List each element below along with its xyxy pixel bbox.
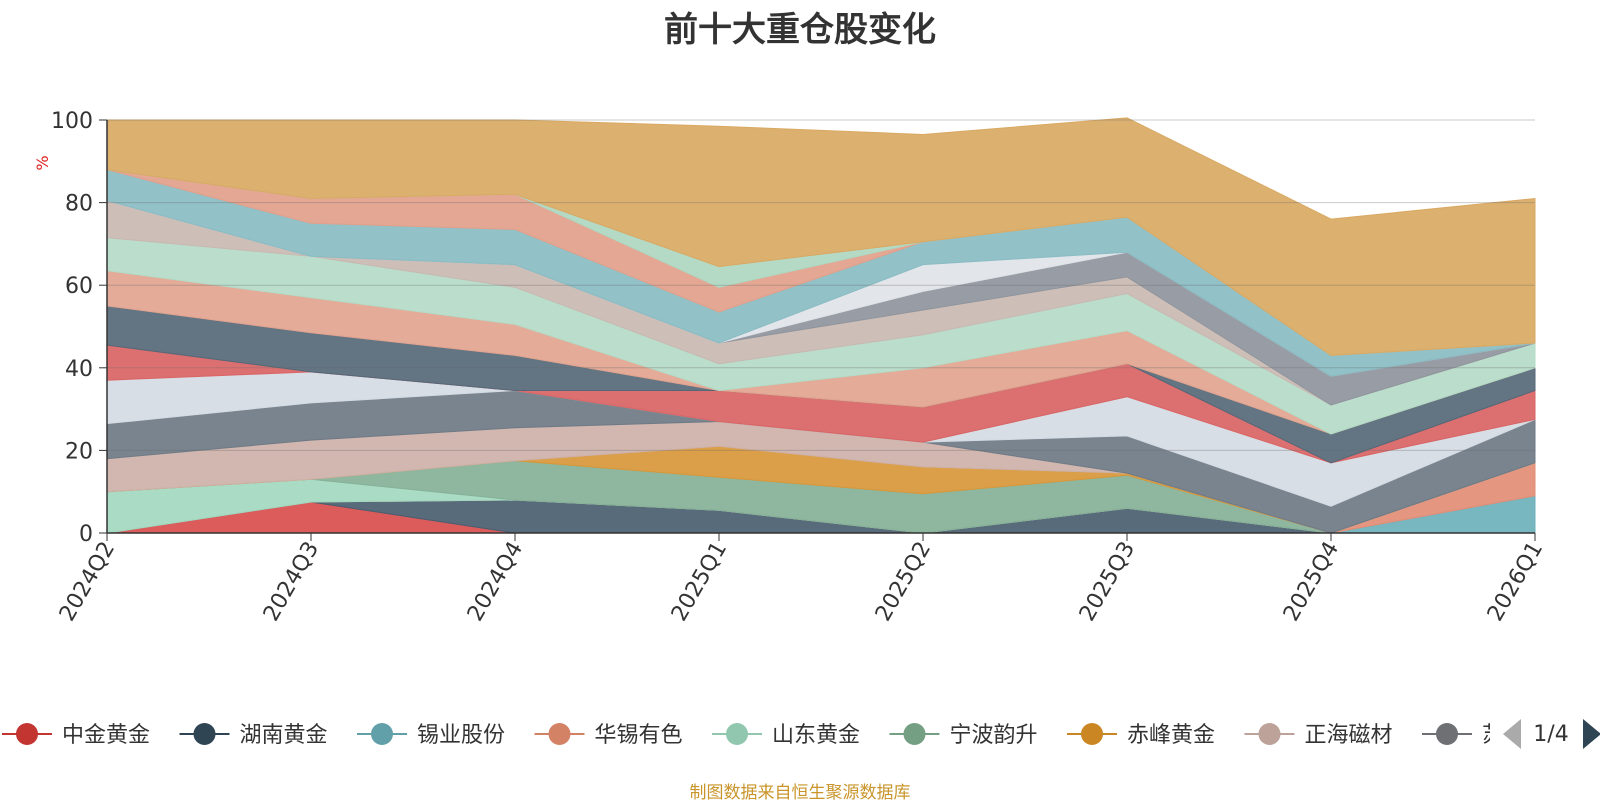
y-tick-label: 40 [65, 357, 93, 382]
chart-title: 前十大重仓股变化 [664, 10, 936, 50]
legend-item[interactable]: 中金黄金 [2, 723, 150, 748]
y-tick-label: 100 [51, 109, 93, 134]
legend-items: 中金黄金 湖南黄金 锡业股份 华锡有色 山东黄金 宁波韵升 赤峰黄金 正海磁材 苏 [2, 723, 1504, 748]
legend-item[interactable]: 宁波韵升 [889, 723, 1038, 748]
legend-item[interactable]: 锡业股份 [357, 723, 505, 748]
triangle-left-icon[interactable] [1503, 719, 1521, 749]
y-tick-label: 60 [65, 274, 93, 299]
legend-item[interactable]: 湖南黄金 [179, 723, 328, 748]
legend-label: 湖南黄金 [240, 723, 328, 748]
legend-label: 正海磁材 [1305, 723, 1393, 748]
x-tick-label: 2025Q2 [871, 538, 936, 626]
legend-circle-marker [1436, 723, 1458, 745]
area-layer [106, 117, 1536, 534]
legend-circle-marker [193, 723, 216, 745]
legend-circle-marker [903, 723, 926, 745]
legend-item[interactable]: 正海磁材 [1244, 723, 1393, 748]
x-tick-label: 2025Q4 [1279, 538, 1344, 626]
triangle-right-icon[interactable] [1583, 719, 1600, 749]
y-tick-label: 80 [65, 192, 93, 217]
legend-label: 苏 [1482, 723, 1504, 748]
legend-item[interactable]: 苏 [1422, 723, 1504, 748]
legend-circle-marker [1258, 723, 1281, 745]
x-tick-label: 2025Q3 [1075, 538, 1140, 626]
legend-pager: 1/4 [1503, 719, 1600, 749]
legend-circle-marker [726, 723, 748, 745]
legend-label: 宁波韵升 [950, 723, 1038, 748]
legend-circle-marker [548, 723, 571, 745]
x-tick-label: 2024Q3 [259, 538, 324, 626]
legend-item[interactable]: 赤峰黄金 [1067, 723, 1215, 748]
legend-circle-marker [16, 723, 38, 745]
legend-label: 锡业股份 [417, 723, 505, 748]
legend-item[interactable]: 山东黄金 [712, 723, 860, 748]
legend-label: 山东黄金 [772, 723, 860, 748]
legend-label: 中金黄金 [62, 723, 150, 748]
y-tick-label: 0 [79, 522, 93, 547]
x-tick-label: 2024Q4 [463, 538, 528, 626]
legend-circle-marker [1081, 723, 1103, 745]
x-tick-label: 2026Q1 [1483, 538, 1548, 626]
x-tick-label: 2025Q1 [667, 538, 732, 626]
y-axis-label: % [33, 155, 52, 170]
area-series-20 [106, 117, 1536, 356]
legend-label: 华锡有色 [595, 723, 683, 748]
legend-label: 赤峰黄金 [1127, 723, 1215, 748]
gridlines [107, 119, 1535, 451]
legend-item[interactable]: 华锡有色 [534, 723, 683, 748]
legend-page-indicator: 1/4 [1533, 722, 1568, 747]
footer-source: 制图数据来自恒生聚源数据库 [689, 783, 911, 803]
legend-circle-marker [371, 723, 393, 745]
x-tick-label: 2024Q2 [55, 538, 120, 626]
legend: 中金黄金 湖南黄金 锡业股份 华锡有色 山东黄金 宁波韵升 赤峰黄金 正海磁材 苏 [2, 723, 1504, 748]
y-tick-label: 20 [65, 439, 93, 464]
